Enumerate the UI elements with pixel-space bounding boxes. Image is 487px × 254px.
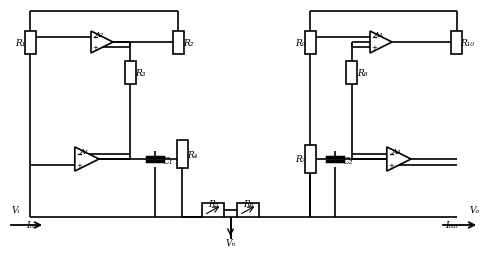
Polygon shape — [75, 147, 99, 171]
Text: R₁: R₁ — [15, 38, 25, 47]
Text: R₈: R₈ — [357, 69, 367, 78]
Text: +: + — [93, 45, 98, 51]
Text: R₁₀: R₁₀ — [460, 38, 474, 47]
Text: A₄: A₄ — [374, 31, 383, 39]
Text: R₆: R₆ — [243, 200, 253, 209]
Text: Vᵢ: Vᵢ — [12, 206, 20, 215]
Text: R₂: R₂ — [183, 38, 193, 47]
Text: A₂: A₂ — [94, 31, 104, 39]
Bar — [304, 146, 316, 173]
Text: R₄: R₄ — [187, 150, 197, 159]
Text: R₃: R₃ — [135, 69, 145, 78]
Text: R₅: R₅ — [208, 200, 218, 209]
Text: +: + — [372, 45, 377, 51]
Bar — [24, 31, 36, 54]
Bar — [451, 31, 463, 54]
Text: +: + — [77, 162, 83, 168]
Polygon shape — [370, 32, 392, 54]
Text: C₁: C₁ — [163, 157, 173, 166]
Bar — [346, 62, 357, 85]
Bar — [304, 31, 316, 54]
Text: A₃: A₃ — [392, 147, 401, 155]
Text: Iᵢₙ: Iᵢₙ — [26, 221, 35, 230]
Bar — [125, 62, 135, 85]
Text: Vₙ: Vₙ — [225, 239, 236, 248]
Bar — [172, 31, 184, 54]
Text: A₁: A₁ — [79, 147, 89, 155]
Polygon shape — [91, 32, 113, 54]
Bar — [176, 140, 187, 168]
Bar — [202, 203, 224, 217]
Bar — [237, 203, 259, 217]
Text: C₂: C₂ — [343, 157, 353, 166]
Polygon shape — [387, 147, 411, 171]
Text: R₉: R₉ — [295, 38, 305, 47]
Text: +: + — [389, 162, 394, 168]
Text: R₇: R₇ — [295, 155, 305, 164]
Text: Vₒ: Vₒ — [470, 206, 480, 215]
Text: Iₒᵤₜ: Iₒᵤₜ — [445, 221, 458, 230]
